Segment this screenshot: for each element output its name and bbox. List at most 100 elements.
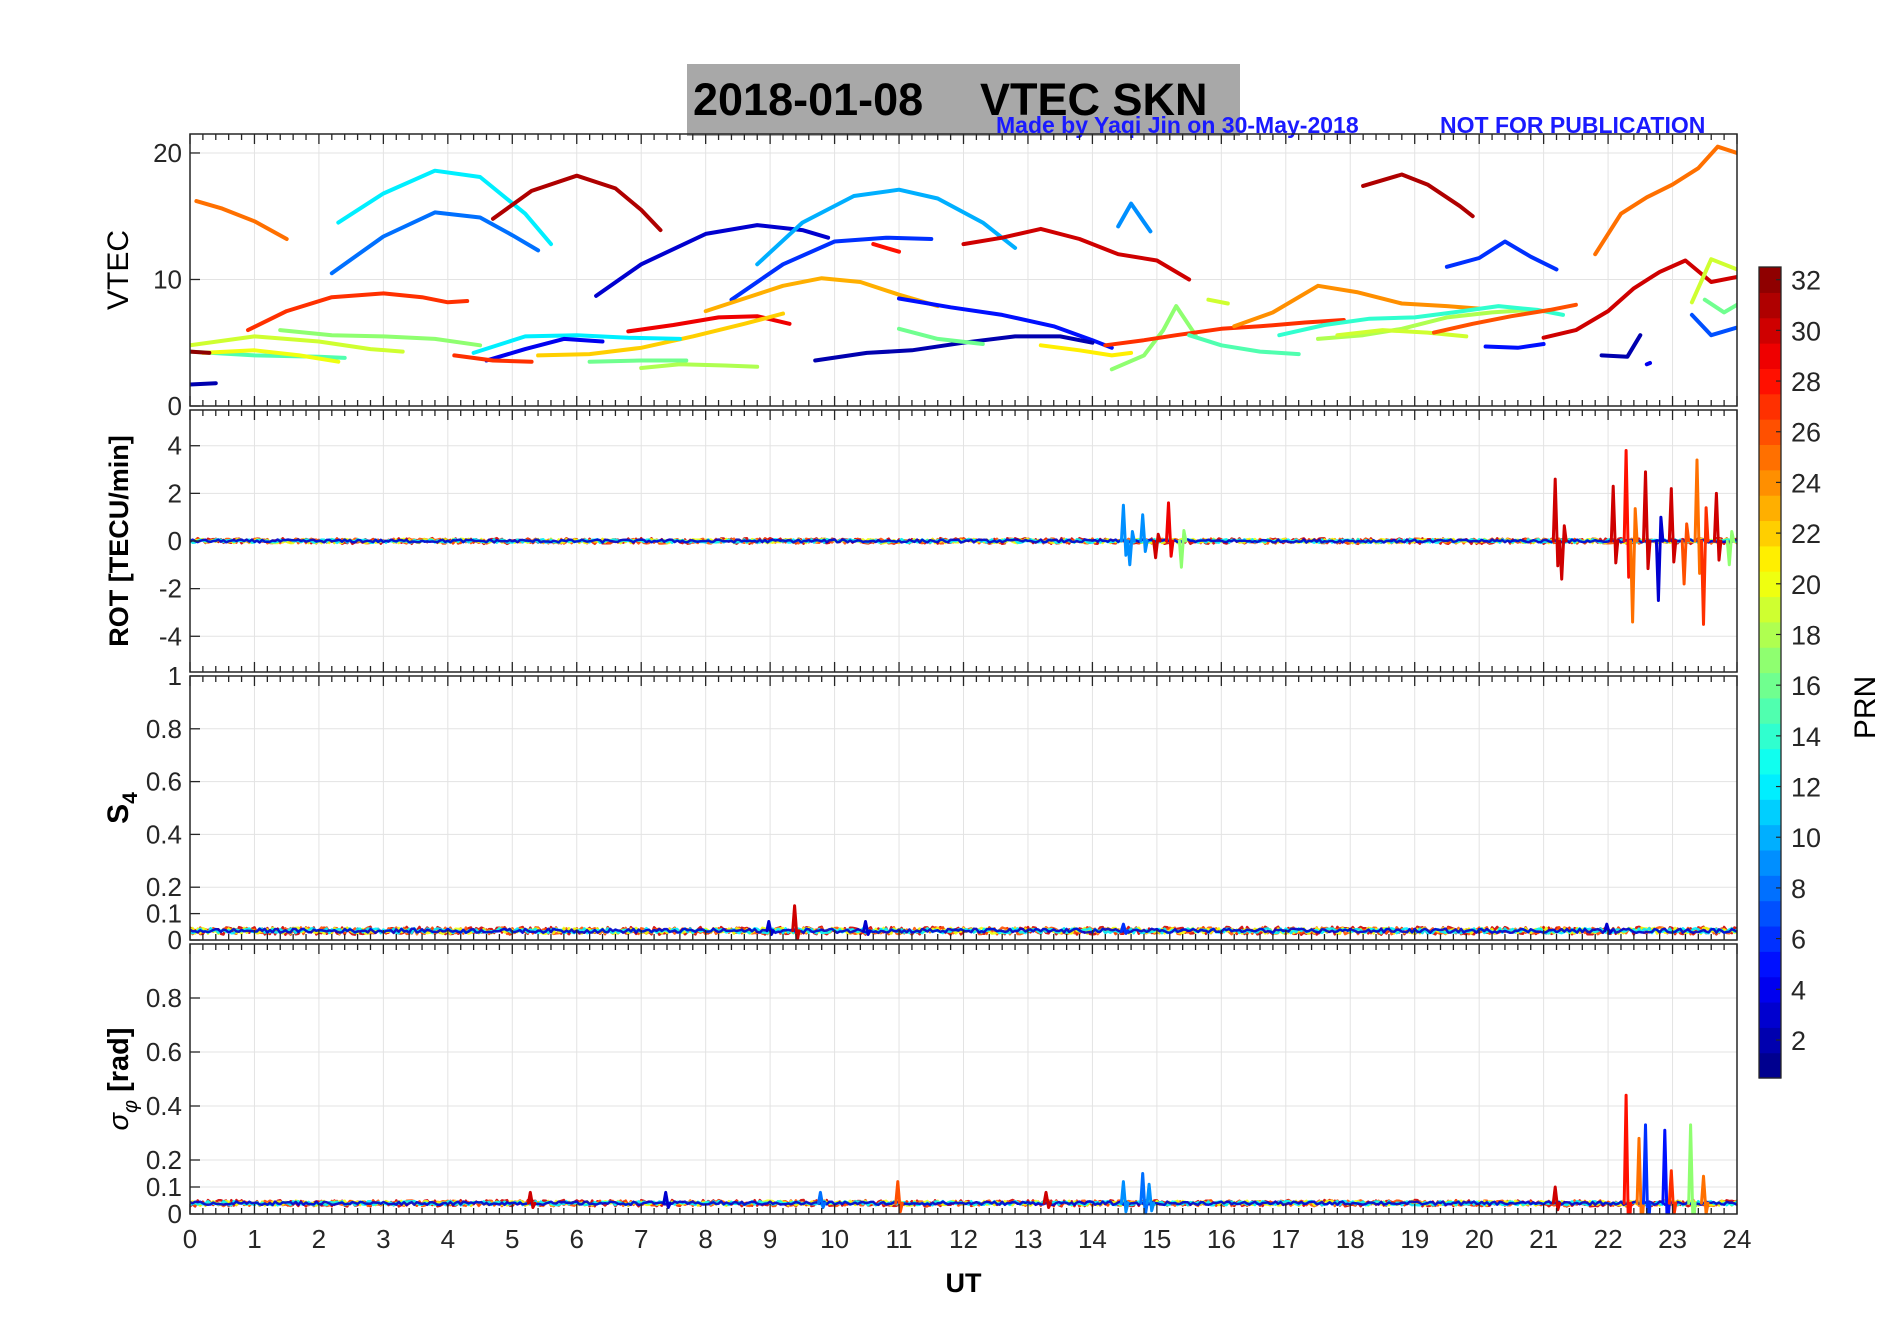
colorbar-swatch xyxy=(1759,1027,1781,1054)
colorbar-swatch xyxy=(1759,672,1781,699)
spike-prn-30 xyxy=(791,904,801,940)
colorbar-swatch xyxy=(1759,343,1781,369)
series-prn-30 xyxy=(1541,258,1737,340)
series-prn-2 xyxy=(1599,333,1643,359)
y-tick-label: -4 xyxy=(159,621,182,651)
colorbar-swatch xyxy=(1759,925,1781,952)
x-ticks xyxy=(189,944,1738,1214)
spike-prn-30 xyxy=(1152,532,1162,560)
y-tick-label: 0 xyxy=(168,391,182,421)
colorbar-swatch xyxy=(1759,621,1781,648)
title-station: VTEC SKN xyxy=(980,74,1208,125)
colorbar-tick-label: 22 xyxy=(1791,519,1821,549)
spike-prn-3 xyxy=(1603,922,1613,935)
colorbar-tick-label: 14 xyxy=(1791,722,1821,752)
colorbar-tick-label: 18 xyxy=(1791,620,1821,650)
x-tick-label: 21 xyxy=(1529,1224,1558,1254)
y-tick-label: 0.6 xyxy=(146,767,182,797)
x-tick-label: 10 xyxy=(820,1224,849,1254)
spike-prn-8 xyxy=(1139,1172,1149,1214)
y-tick-label: 1 xyxy=(168,661,182,691)
x-tick-label: 15 xyxy=(1142,1224,1171,1254)
series-prn-28 xyxy=(871,242,901,254)
spike-prn-27 xyxy=(1667,1169,1678,1214)
colorbar-tick-label: 30 xyxy=(1791,316,1821,346)
series-prn-31 xyxy=(1361,172,1475,219)
colorbar-swatch xyxy=(1759,393,1781,420)
series-prn-17 xyxy=(1109,304,1198,372)
spike-prn-6 xyxy=(1119,922,1130,935)
colorbar-swatch xyxy=(1759,647,1781,674)
colorbar-label: PRN xyxy=(1849,676,1882,739)
y-tick-label: 0 xyxy=(168,1199,182,1229)
x-tick-label: 19 xyxy=(1400,1224,1429,1254)
spike-prn-25 xyxy=(1700,1174,1710,1214)
colorbar-tick-label: 16 xyxy=(1791,671,1821,701)
y-tick-label: 0.6 xyxy=(146,1037,182,1067)
series-prn-19 xyxy=(1335,328,1469,339)
x-tick-label: 5 xyxy=(505,1224,519,1254)
colorbar-swatch xyxy=(1759,267,1781,293)
title-date: 2018-01-08 xyxy=(693,74,924,125)
series-prn-19 xyxy=(1206,297,1230,306)
colorbar-swatch xyxy=(1759,900,1781,927)
colorbar-swatch xyxy=(1759,368,1781,395)
series-prn-3 xyxy=(594,223,831,298)
spike-prn-25 xyxy=(1635,1136,1645,1214)
series-prn-4 xyxy=(484,336,605,363)
spike-prn-6 xyxy=(1642,1123,1652,1214)
series-prn-20 xyxy=(200,348,341,364)
x-axis-label: UT xyxy=(946,1268,982,1298)
data-rot xyxy=(190,449,1737,626)
series-prn-27 xyxy=(1103,318,1346,348)
colorbar-tick-label: 2 xyxy=(1791,1026,1806,1056)
colorbar-swatch xyxy=(1759,317,1781,344)
x-tick-label: 7 xyxy=(634,1224,648,1254)
spike-prn-17 xyxy=(1687,1123,1697,1214)
spike-prn-26 xyxy=(894,1180,904,1214)
colorbar-swatch xyxy=(1759,697,1781,724)
colorbar-tick-label: 32 xyxy=(1791,266,1821,296)
spike-prn-17 xyxy=(1725,530,1736,567)
colorbar-swatch xyxy=(1759,495,1781,522)
spike-prn-30 xyxy=(1042,1190,1052,1209)
colorbar-swatch xyxy=(1759,976,1781,1003)
x-tick-label: 8 xyxy=(698,1224,712,1254)
y-tick-label: 0.8 xyxy=(146,983,182,1013)
series-prn-4 xyxy=(1644,361,1652,367)
colorbar-tick-label: 24 xyxy=(1791,468,1821,498)
x-ticks xyxy=(189,134,1738,406)
colorbar-swatch xyxy=(1759,799,1781,826)
spike-prn-25 xyxy=(1629,507,1639,624)
y-tick-label: 0 xyxy=(168,526,182,556)
series-prn-22 xyxy=(536,311,785,358)
series-prn-19 xyxy=(190,334,405,354)
x-tick-label: 0 xyxy=(183,1224,197,1254)
x-tick-label: 1 xyxy=(247,1224,261,1254)
spike-prn-30 xyxy=(1558,524,1568,581)
series-prn-18 xyxy=(1316,307,1533,341)
series-prn-21 xyxy=(1038,343,1134,358)
data-vtec xyxy=(190,144,1737,387)
series-prn-31 xyxy=(491,173,663,233)
series-prn-10 xyxy=(755,187,1018,267)
y-tick-label: 0.2 xyxy=(146,1145,182,1175)
x-tick-label: 17 xyxy=(1271,1224,1300,1254)
series-prn-18 xyxy=(639,362,760,370)
y-tick-label: 20 xyxy=(153,138,182,168)
series-prn-5 xyxy=(1483,342,1546,350)
spike-prn-3 xyxy=(1654,515,1665,602)
spike-prn-30 xyxy=(1642,470,1652,571)
y-tick-label: 0.2 xyxy=(146,872,182,902)
series-prn-30 xyxy=(961,226,1192,282)
series-prn-16 xyxy=(897,326,985,346)
y-tick-label: 0 xyxy=(168,925,182,955)
y-axis-label: ROT [TECU/min] xyxy=(104,435,134,646)
y-tick-label: 4 xyxy=(168,431,182,461)
x-tick-label: 3 xyxy=(376,1224,390,1254)
spike-prn-30 xyxy=(1551,1185,1562,1212)
spike-prn-28 xyxy=(1622,1093,1633,1214)
colorbar-swatch xyxy=(1759,419,1781,445)
panel-s4: 00.10.2 0.4 0.6 0.8 1 S4 xyxy=(102,661,1738,955)
